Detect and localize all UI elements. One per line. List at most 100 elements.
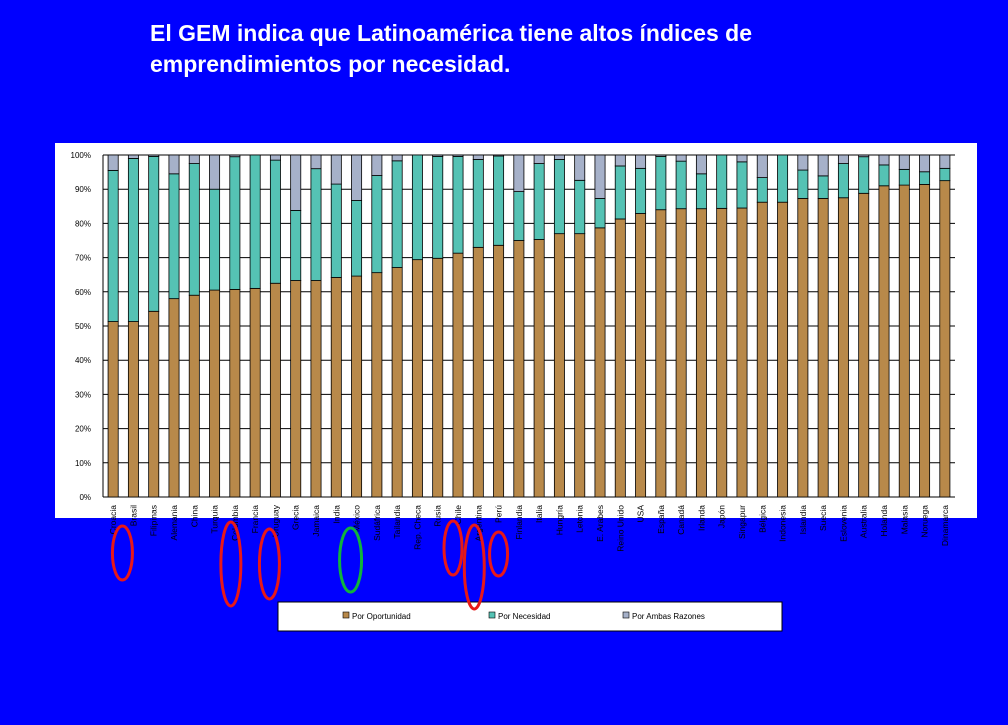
bar-segment-necesidad — [452, 155, 464, 254]
x-tick-label: México — [352, 505, 362, 532]
x-tick-label: Grecia — [291, 505, 301, 530]
bar-segment-oportunidad — [574, 233, 586, 498]
bar-segment-ambas — [330, 154, 342, 185]
x-tick-label: Rusia — [433, 505, 443, 527]
bar-segment-oportunidad — [675, 208, 687, 498]
bar-segment-necesidad — [553, 159, 565, 235]
y-tick-label: 60% — [75, 288, 91, 297]
bar-segment-ambas — [127, 154, 139, 159]
x-tick-label: India — [331, 505, 341, 524]
bar-segment-necesidad — [878, 164, 890, 187]
bar-segment-oportunidad — [411, 259, 423, 498]
bar-segment-oportunidad — [655, 209, 667, 498]
bar-segment-oportunidad — [878, 185, 890, 498]
y-tick-label: 20% — [75, 425, 91, 434]
bar-segment-ambas — [797, 154, 809, 171]
bar-segment-ambas — [878, 154, 890, 166]
legend-swatch — [622, 611, 630, 619]
highlight-ellipse — [488, 530, 510, 578]
highlight-ellipse — [338, 526, 364, 594]
legend-label: Por Ambas Razones — [632, 612, 705, 621]
x-tick-label: Islandia — [798, 505, 808, 535]
bar-segment-ambas — [858, 154, 870, 158]
legend-swatch — [342, 611, 350, 619]
bar-segment-ambas — [837, 154, 849, 164]
x-tick-label: Holanda — [879, 505, 889, 537]
bar-segment-oportunidad — [614, 218, 626, 498]
bar-segment-necesidad — [777, 154, 789, 203]
bar-segment-ambas — [432, 154, 444, 157]
bar-segment-oportunidad — [533, 239, 545, 498]
bar-segment-oportunidad — [148, 310, 160, 498]
bar-segment-ambas — [533, 154, 545, 164]
bar-segment-oportunidad — [716, 207, 728, 498]
bar-segment-ambas — [351, 154, 363, 201]
bar-segment-necesidad — [939, 167, 951, 182]
bar-segment-necesidad — [127, 158, 139, 322]
bar-segment-ambas — [452, 154, 464, 157]
bar-segment-necesidad — [614, 165, 626, 220]
bar-segment-ambas — [310, 154, 322, 170]
y-tick-label: 50% — [75, 322, 91, 331]
bar-segment-ambas — [553, 154, 565, 160]
bar-segment-necesidad — [168, 173, 180, 300]
x-tick-label: China — [189, 505, 199, 527]
bar-segment-oportunidad — [553, 233, 565, 498]
bar-segment-ambas — [594, 154, 606, 199]
bar-segment-ambas — [472, 154, 484, 160]
x-tick-label: Croacia — [108, 505, 118, 535]
bar-segment-oportunidad — [797, 198, 809, 498]
x-tick-label: Uruguay — [270, 504, 280, 537]
highlight-ellipse — [110, 524, 134, 582]
bar-segment-necesidad — [919, 171, 931, 185]
slide-title-line2: emprendimientos por necesidad. — [150, 51, 511, 77]
bar-segment-oportunidad — [371, 272, 383, 498]
highlight-ellipse — [219, 520, 243, 608]
x-tick-label: Finlandia — [514, 505, 524, 540]
x-tick-label: Australia — [859, 505, 869, 538]
x-tick-label: Suecia — [818, 505, 828, 531]
bar-segment-necesidad — [756, 177, 768, 203]
legend-swatch — [488, 611, 496, 619]
x-tick-label: Argentina — [473, 505, 483, 542]
bar-segment-necesidad — [533, 163, 545, 240]
bar-segment-necesidad — [898, 168, 910, 186]
bar-segment-necesidad — [330, 183, 342, 278]
x-tick-label: Eslovenia — [838, 505, 848, 542]
slide-title-line1: El GEM indica que Latinoamérica tiene al… — [150, 20, 752, 46]
bar-segment-oportunidad — [777, 201, 789, 498]
bar-segment-ambas — [513, 154, 525, 192]
x-tick-label: Alemania — [169, 505, 179, 541]
bar-segment-ambas — [675, 154, 687, 162]
y-tick-label: 70% — [75, 254, 91, 263]
bar-segment-necesidad — [411, 154, 423, 261]
x-tick-label: Sudáfrica — [372, 505, 382, 541]
bar-segment-ambas — [817, 154, 829, 177]
bar-segment-ambas — [655, 154, 667, 157]
bar-segment-oportunidad — [858, 192, 870, 498]
bar-segment-ambas — [391, 154, 403, 162]
bar-segment-ambas — [107, 154, 119, 171]
bar-segment-oportunidad — [919, 184, 931, 498]
x-tick-label: Rep. Checa — [412, 505, 422, 550]
highlight-ellipse — [257, 527, 281, 601]
bar-segment-ambas — [919, 154, 931, 173]
y-tick-label: 30% — [75, 390, 91, 399]
bar-segment-necesidad — [269, 159, 281, 284]
x-tick-label: Irlanda — [696, 505, 706, 531]
x-tick-label: España — [656, 505, 666, 534]
bar-segment-oportunidad — [310, 280, 322, 498]
x-tick-label: Chile — [453, 505, 463, 525]
bar-segment-necesidad — [472, 159, 484, 248]
x-tick-label: Bélgica — [757, 505, 767, 533]
x-tick-label: E. Arabes — [595, 505, 605, 542]
bar-segment-ambas — [188, 154, 200, 164]
bar-segment-oportunidad — [209, 289, 221, 498]
y-tick-label: 80% — [75, 219, 91, 228]
bar-segment-ambas — [209, 154, 221, 190]
bar-segment-oportunidad — [837, 197, 849, 498]
bar-segment-oportunidad — [432, 257, 444, 498]
legend-box — [277, 601, 783, 632]
x-tick-label: Francia — [250, 505, 260, 534]
